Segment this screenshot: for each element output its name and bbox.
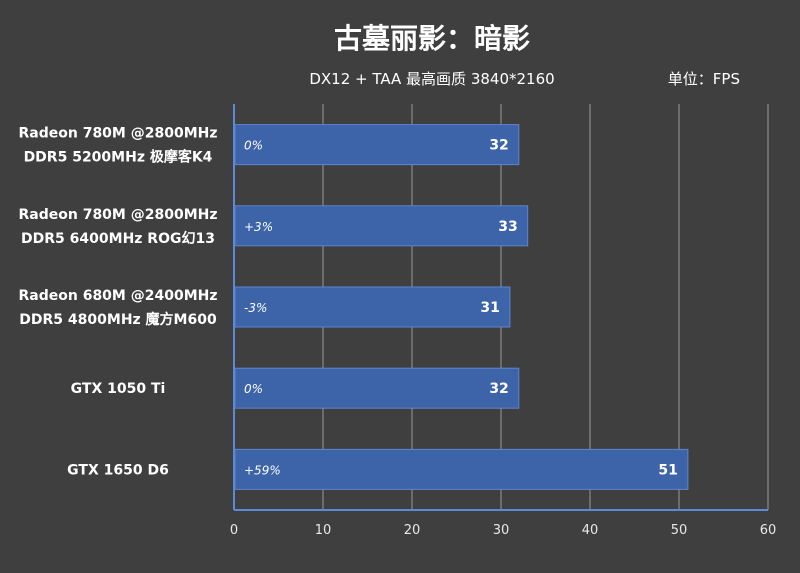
bar-percent-label: 0% [244, 382, 263, 396]
bar [234, 286, 511, 328]
bar-value-label: 33 [498, 219, 517, 235]
category-label: DDR5 5200MHz 极摩客K4 [24, 149, 213, 166]
bar [234, 205, 529, 247]
bar-value-label: 31 [480, 300, 499, 316]
bar-percent-label: +59% [244, 463, 281, 477]
x-tick-label: 50 [671, 523, 688, 538]
tick-layer: 0 10 20 30 40 50 60 [230, 523, 776, 538]
chart-subtitle: DX12 + TAA 最高画质 3840*2160 [309, 70, 554, 88]
bar [234, 367, 520, 409]
category-label: Radeon 780M @2800MHz [19, 126, 218, 142]
grid-layer [233, 104, 769, 511]
bar-value-label: 51 [658, 462, 677, 478]
chart-title: 古墓丽影：暗影 [334, 22, 530, 55]
bar [234, 124, 520, 166]
bar [234, 448, 689, 490]
bar-percent-label: 0% [244, 139, 263, 153]
category-label: GTX 1650 D6 [67, 462, 169, 478]
bar-value-label: 32 [489, 138, 508, 154]
x-tick-label: 0 [230, 523, 238, 538]
bar-value-label: 32 [489, 381, 508, 397]
category-label: Radeon 780M @2800MHz [19, 207, 218, 223]
bar-layer [234, 124, 689, 490]
category-label: DDR5 6400MHz ROG幻13 [21, 230, 215, 247]
category-label: DDR5 4800MHz 魔方M600 [19, 311, 217, 328]
category-label: GTX 1050 Ti [71, 381, 166, 397]
x-tick-label: 30 [493, 523, 510, 538]
bar-percent-label: +3% [244, 220, 273, 234]
x-tick-label: 20 [404, 523, 421, 538]
bar-percent-label: -3% [244, 301, 267, 315]
unit-label: 单位：FPS [668, 70, 740, 88]
label-layer: 32 0% Radeon 780M @2800MHz DDR5 5200MHz 极摩客… [19, 126, 678, 479]
category-label: Radeon 680M @2400MHz [19, 288, 218, 304]
x-tick-label: 60 [760, 523, 777, 538]
x-tick-label: 10 [315, 523, 332, 538]
x-tick-label: 40 [582, 523, 599, 538]
